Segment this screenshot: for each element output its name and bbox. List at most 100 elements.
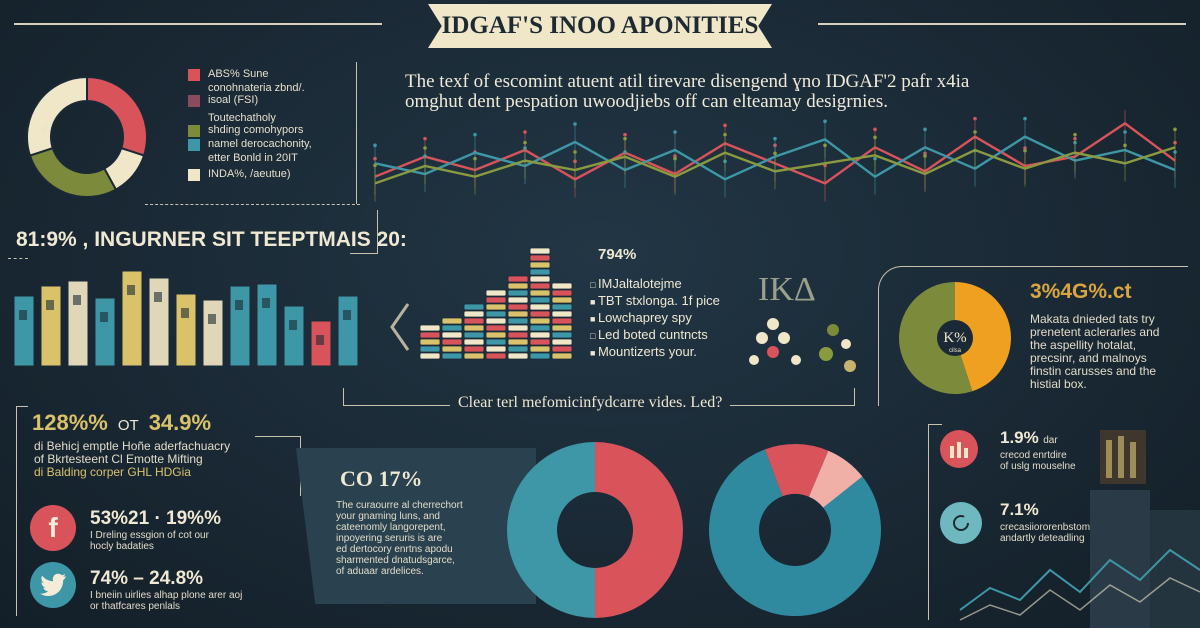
- line-point: [1073, 132, 1077, 137]
- coin: [551, 310, 573, 318]
- line-point: [623, 132, 627, 137]
- center-donut-red-teal: [507, 442, 683, 618]
- center-panel-text-line: The curaourre al cherrechort: [336, 500, 463, 511]
- bar-decor: [289, 320, 297, 330]
- coin: [419, 345, 441, 353]
- coin: [463, 324, 485, 332]
- center-panel-text-line: of aduaar ardelices.: [336, 566, 424, 577]
- coin: [419, 331, 441, 339]
- chevron-left-icon: [390, 303, 410, 351]
- coin: [507, 275, 529, 283]
- legend-swatch: [188, 69, 200, 81]
- line-point: [373, 143, 377, 148]
- icon-cluster-label: IKΔ: [758, 271, 816, 308]
- stack-chart-label: 794%: [598, 246, 637, 263]
- coin: [529, 282, 551, 290]
- coin: [529, 254, 551, 262]
- line-point: [823, 143, 827, 148]
- left-tall-bar-chart: [14, 270, 359, 367]
- legend-label: Toutechatholy: [208, 112, 276, 124]
- legend-label: ABS% Sune: [208, 68, 269, 80]
- coin: [551, 282, 573, 290]
- stack-legend-item: □ Led boted cuntncts: [590, 327, 708, 342]
- coin: [441, 317, 463, 325]
- legend-swatch: [188, 169, 200, 181]
- bar: [202, 299, 224, 367]
- coin: [419, 324, 441, 332]
- line-point: [473, 132, 477, 137]
- line-point: [523, 130, 527, 134]
- stack-legend-item: □ IMJaltalotejme: [590, 276, 682, 291]
- bar: [40, 285, 62, 367]
- coin: [463, 317, 485, 325]
- stack-legend-marker: ■: [590, 297, 598, 307]
- coin: [551, 345, 573, 353]
- facebook-icon[interactable]: f: [30, 505, 76, 551]
- left-stats-headline-b: 34.9%: [148, 410, 212, 435]
- line-point: [1023, 148, 1027, 153]
- line-point: [623, 136, 627, 141]
- stack-legend-item: ■ Mountizerts your.: [590, 344, 697, 359]
- bar: [229, 285, 251, 367]
- right-stat-1-line-1: crecod enrtdire: [1000, 450, 1067, 461]
- twitter-icon[interactable]: [30, 562, 76, 608]
- coin: [529, 268, 551, 276]
- coin: [463, 310, 485, 318]
- coin: [463, 352, 485, 360]
- coin: [551, 324, 573, 332]
- line-point: [673, 156, 677, 161]
- twitter-value: 74% – 24.8%: [90, 568, 204, 589]
- right-pie-text-line: Makata dnieded tats try: [1030, 312, 1155, 326]
- coin: [529, 324, 551, 332]
- bar-decor: [235, 300, 243, 310]
- legend-swatch: [188, 125, 200, 137]
- skyline-graphic: [959, 430, 1200, 628]
- coin: [485, 317, 507, 325]
- bar-decor: [262, 298, 270, 308]
- coin: [551, 289, 573, 297]
- facebook-text: I Dreling essgion of cot our hocly badat…: [90, 530, 209, 552]
- coin: [485, 303, 507, 311]
- stack-legend-item: ■ Lowchaprey spy: [590, 310, 692, 325]
- stack-legend-label: Mountizerts your.: [597, 344, 697, 359]
- coin: [485, 331, 507, 339]
- coin: [463, 331, 485, 339]
- left-stats-text: di Behicj emptle Hoñe aderfachuacry of B…: [34, 440, 264, 479]
- right-stat-1-suffix: dar: [1043, 435, 1058, 446]
- left-stats-headline: 128%% OT 34.9%: [32, 410, 211, 436]
- right-stat-2-text: crecasiiororenbstome andartly deteadling: [1000, 522, 1096, 544]
- right-pie-frame: [878, 266, 1188, 406]
- right-stat-1: 1.9% dar crecod enrtdire of uslg mouseln…: [1000, 428, 1076, 472]
- center-panel-bg: [296, 448, 536, 604]
- facebook-line-2: hocly badaties: [90, 541, 154, 552]
- coin: [507, 289, 529, 297]
- coin: [441, 345, 463, 353]
- coin: [529, 317, 551, 325]
- line-point: [673, 130, 677, 134]
- legend-label: isoal (FSI): [208, 94, 259, 106]
- bar: [256, 283, 278, 367]
- right-pie-center: K%: [943, 330, 966, 346]
- center-donut-teal-red: [709, 444, 881, 616]
- coin: [529, 345, 551, 353]
- right-stats-bracket: [928, 424, 942, 620]
- coin: [551, 331, 573, 339]
- coin: [441, 338, 463, 346]
- pie-slice: [709, 449, 881, 616]
- line-point: [723, 123, 727, 128]
- title-rule-right: [818, 23, 1186, 25]
- twitter-line-1: I bneiin uirlies alhap plone arer aoj: [90, 590, 243, 601]
- stack-legend-label: Led boted cuntncts: [597, 327, 708, 342]
- left-stats-bracket: [16, 406, 28, 616]
- right-stat-2-line-2: andartly deteadling: [1000, 533, 1085, 544]
- stack-legend-marker: □: [590, 331, 598, 341]
- right-pie-text: Makata dnieded tats try prenetent aclerar…: [1030, 313, 1190, 391]
- legend-label: conohnateria zbnd/.: [208, 82, 305, 94]
- coin: [485, 310, 507, 318]
- legend-item: etter Bonld in 20IT: [188, 152, 298, 165]
- center-panel-text-line: ed dertocory enrtns apodu: [336, 544, 453, 555]
- pie-slice: [808, 450, 863, 508]
- bar-decor: [100, 312, 108, 322]
- line-point: [773, 136, 777, 141]
- legend-item: namel derocachonity,: [188, 138, 312, 151]
